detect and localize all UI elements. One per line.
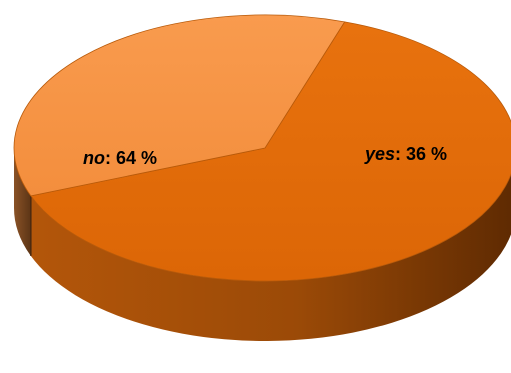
slice-label-no: no: 64 % [83, 148, 157, 168]
slice-name-no: no [83, 148, 105, 168]
pie-side-no [30, 174, 511, 341]
pie-slice-no [30, 21, 511, 282]
pie-side-yes [14, 148, 31, 256]
slice-label-yes: yes: 36 % [364, 144, 447, 164]
slice-value-yes: : 36 % [395, 144, 447, 164]
slice-name-yes: yes [364, 144, 395, 164]
pie-slice-yes [13, 14, 346, 197]
slice-value-no: : 64 % [105, 148, 157, 168]
